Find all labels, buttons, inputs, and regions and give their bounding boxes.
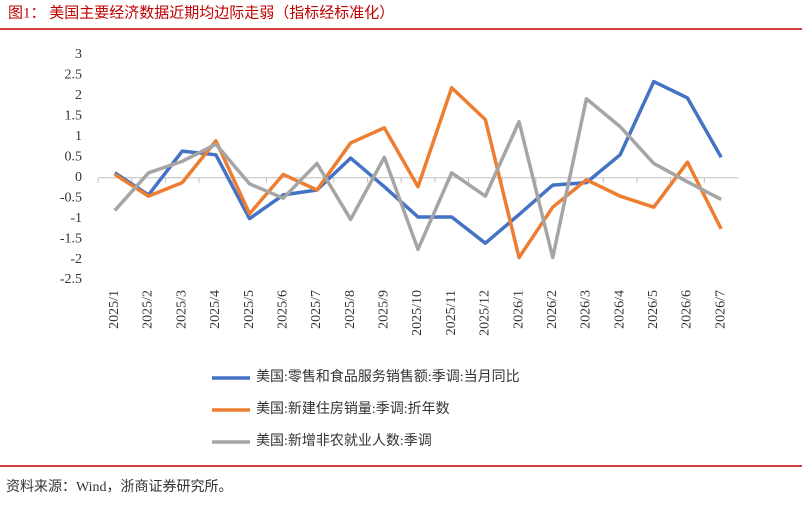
x-tick-label: 2025/4 xyxy=(208,290,223,329)
source: 资料来源：Wind，浙商证券研究所。 xyxy=(6,479,233,495)
y-tick-label: 1.5 xyxy=(65,109,83,124)
x-tick-label: 2026/3 xyxy=(579,290,594,329)
legend-label: 美国:零售和食品服务销售额:季调:当月同比 xyxy=(256,368,520,385)
legend-label: 美国:新建住房销量:季调:折年数 xyxy=(256,401,450,417)
y-tick-label: 2 xyxy=(75,88,82,103)
x-tick-label: 2025/7 xyxy=(309,290,324,329)
x-tick-label: 2026/7 xyxy=(713,290,728,329)
x-tick-label: 2025/8 xyxy=(343,290,358,329)
x-tick-label: 2025/10 xyxy=(410,290,425,336)
y-tick-label: -1 xyxy=(70,211,82,226)
x-tick-label: 2026/2 xyxy=(545,290,560,329)
x-tick-label: 2025/2 xyxy=(141,290,156,329)
x-tick-label: 2025/6 xyxy=(275,290,290,329)
legend-label: 美国:新增非农就业人数:季调 xyxy=(256,433,432,449)
x-tick-label: 2025/3 xyxy=(174,290,189,329)
x-tick-label: 2025/12 xyxy=(478,290,493,336)
x-tick-label: 2025/11 xyxy=(444,290,459,335)
x-tick-label: 2025/9 xyxy=(377,290,392,329)
x-tick-label: 2026/6 xyxy=(680,290,695,329)
y-tick-label: -2 xyxy=(70,252,82,267)
x-tick-label: 2026/4 xyxy=(612,290,627,329)
chart-title: 图1： 美国主要经济数据近期均边际走弱（指标经标准化） xyxy=(8,4,394,21)
x-tick-label: 2025/5 xyxy=(242,290,257,329)
y-tick-label: 3 xyxy=(75,47,82,62)
series-line xyxy=(113,85,723,260)
y-tick-label: -0.5 xyxy=(60,190,82,205)
series-line xyxy=(113,97,722,260)
y-tick-label: 2.5 xyxy=(65,68,83,83)
y-tick-label: -2.5 xyxy=(60,272,82,287)
y-tick-label: 0 xyxy=(75,170,82,185)
series-line xyxy=(113,79,723,245)
x-tick-label: 2025/1 xyxy=(107,290,122,329)
x-tick-label: 2026/5 xyxy=(646,290,661,329)
y-tick-label: -1.5 xyxy=(60,231,82,246)
y-tick-label: 1 xyxy=(75,129,82,144)
x-tick-label: 2026/1 xyxy=(511,290,526,329)
y-tick-label: 0.5 xyxy=(65,149,83,164)
